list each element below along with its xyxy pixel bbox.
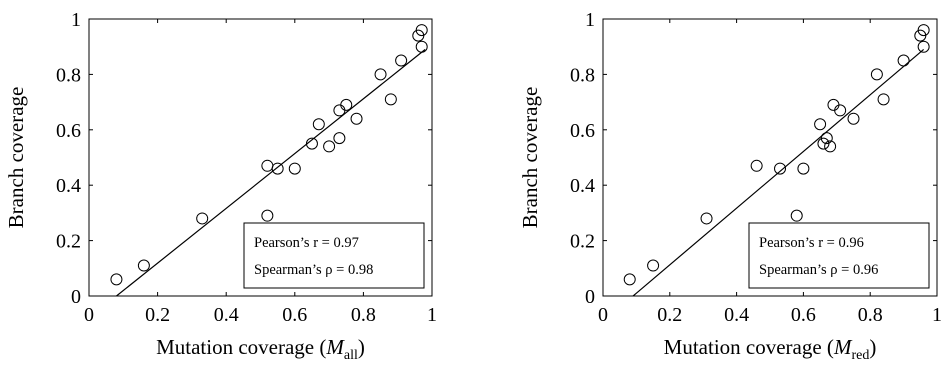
x-tick-label: 1 (427, 304, 437, 326)
data-point (374, 68, 387, 81)
data-point (196, 212, 209, 225)
data-point (774, 162, 787, 175)
x-tick-label: 0.2 (657, 304, 682, 326)
x-tick-label: 0 (84, 304, 94, 326)
y-tick-label: 0.6 (56, 120, 81, 142)
data-point (323, 140, 336, 153)
x-axis-label-var: M (833, 335, 853, 359)
legend-entry: Pearson’s r = 0.96 (759, 235, 864, 251)
x-axis-label-suffix: ) (358, 335, 365, 359)
legend-box (243, 222, 425, 289)
plot-frame (602, 18, 938, 297)
y-tick-label: 0.8 (56, 64, 81, 86)
data-point (814, 118, 827, 131)
x-tick-label: 1 (932, 304, 942, 326)
y-tick-label: 0.8 (570, 64, 595, 86)
x-tick-label: 0.6 (791, 304, 816, 326)
data-point (395, 54, 408, 67)
y-axis-label: Branch coverage (518, 87, 542, 229)
x-tick-label: 0.4 (724, 304, 749, 326)
data-point (333, 104, 346, 117)
x-axis-label-prefix: Mutation coverage ( (156, 335, 326, 359)
regression-line (116, 49, 426, 297)
data-point (647, 259, 660, 272)
data-point (305, 137, 318, 150)
data-point (820, 132, 833, 145)
x-tick-label: 0.6 (282, 304, 307, 326)
y-tick-label: 0 (71, 286, 81, 308)
data-point (877, 93, 890, 106)
data-point (790, 209, 803, 222)
x-axis-label-prefix: Mutation coverage ( (664, 335, 834, 359)
regression-line (632, 49, 925, 297)
legend-entry: Spearman’s ρ = 0.98 (254, 262, 373, 278)
data-point (917, 24, 930, 37)
data-point (261, 209, 274, 222)
y-tick-label: 0.4 (56, 175, 81, 197)
data-point (312, 118, 325, 131)
x-axis-label-var: M (325, 335, 345, 359)
data-point (847, 112, 860, 125)
x-tick-label: 0 (598, 304, 608, 326)
data-point (110, 273, 123, 286)
data-point (415, 40, 428, 53)
x-axis-label-sub: red (851, 348, 869, 363)
plot-frame (88, 18, 433, 297)
data-point (750, 159, 763, 172)
y-tick-label: 1 (71, 9, 81, 31)
y-tick-label: 0 (585, 286, 595, 308)
legend-box (748, 222, 930, 289)
data-point (333, 132, 346, 145)
y-tick-label: 0.2 (56, 231, 81, 253)
x-tick-label: 0.8 (858, 304, 883, 326)
data-point (623, 273, 636, 286)
data-point (897, 54, 910, 67)
data-point (824, 140, 837, 153)
legend-entry: Spearman’s ρ = 0.96 (759, 262, 878, 278)
data-point (340, 98, 353, 111)
data-point (827, 98, 840, 111)
legend-entry: Pearson’s r = 0.97 (254, 235, 359, 251)
data-point (834, 104, 847, 117)
y-tick-label: 0.2 (570, 231, 595, 253)
x-axis-label: Mutation coverage (Mall) (156, 335, 365, 363)
data-point (700, 212, 713, 225)
data-point (137, 259, 150, 272)
data-point (797, 162, 810, 175)
x-tick-label: 0.4 (214, 304, 239, 326)
y-axis-label: Branch coverage (4, 87, 28, 229)
data-point (350, 112, 363, 125)
y-tick-label: 1 (585, 9, 595, 31)
y-tick-label: 0.6 (570, 120, 595, 142)
chart-2: 0 0.2 0.4 0.6 0.8 1 0 0.2 0.4 0.6 0.8 1 Pearson’s r … (518, 9, 942, 363)
x-tick-label: 0.2 (145, 304, 170, 326)
data-point (288, 162, 301, 175)
chart-1: 0 0.2 0.4 0.6 0.8 1 0 0.2 0.4 0.6 0.8 1 Pearson’s r … (4, 9, 437, 363)
data-point (261, 159, 274, 172)
y-tick-label: 0.4 (570, 175, 595, 197)
x-axis-label-suffix: ) (869, 335, 876, 359)
data-point (917, 40, 930, 53)
data-point (384, 93, 397, 106)
data-point (415, 24, 428, 37)
x-axis-label: Mutation coverage (Mred) (664, 335, 877, 363)
x-tick-label: 0.8 (351, 304, 376, 326)
data-point (870, 68, 883, 81)
data-point (271, 162, 284, 175)
x-axis-label-sub: all (344, 348, 358, 363)
